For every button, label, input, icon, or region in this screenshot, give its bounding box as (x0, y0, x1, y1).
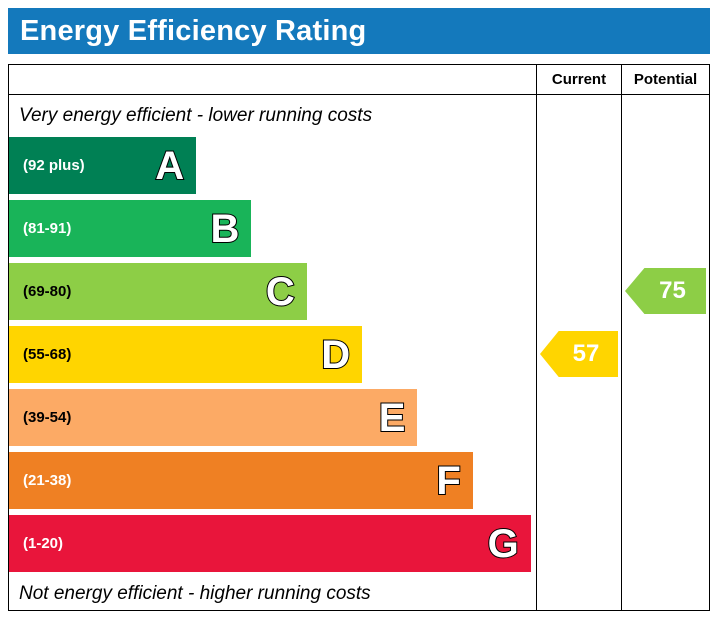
band-range-label-d: (55-68) (23, 346, 72, 363)
band-row-a: (92 plus) A (9, 137, 536, 194)
band-letter-e: E (378, 395, 407, 440)
bands-column: Very energy efficient - lower running co… (9, 95, 536, 610)
band-row-d: (55-68) D (9, 326, 536, 383)
band-range-label-e: (39-54) (23, 409, 72, 426)
band-range-label-a: (92 plus) (23, 157, 85, 174)
band-letter-c: C (265, 269, 296, 314)
potential-rating-column: 75 (621, 95, 709, 610)
band-bar-a: (92 plus) A (9, 137, 197, 194)
band-letter-b: B (210, 206, 241, 251)
bottom-note: Not energy efficient - higher running co… (19, 583, 371, 604)
header-blank-cell (9, 65, 536, 95)
band-bar-b: (81-91) B (9, 200, 252, 257)
energy-rating-table: Current Potential Very energy efficient … (8, 64, 710, 611)
band-bar-d: (55-68) D (9, 326, 363, 383)
band-range-label-b: (81-91) (23, 220, 72, 237)
title-banner: Energy Efficiency Rating (8, 8, 710, 54)
band-row-f: (21-38) F (9, 452, 536, 509)
band-letter-f: F (435, 458, 461, 503)
page-title: Energy Efficiency Rating (20, 14, 367, 47)
current-rating-arrow: 57 (540, 331, 618, 377)
band-letter-d: D (320, 332, 351, 377)
band-bar-c: (69-80) C (9, 263, 307, 320)
band-range-label-f: (21-38) (23, 472, 72, 489)
column-header-potential: Potential (621, 65, 709, 95)
band-row-c: (69-80) C (9, 263, 536, 320)
band-bar-e: (39-54) E (9, 389, 418, 446)
band-bar-g: (1-20) G (9, 515, 531, 572)
current-rating-value: 57 (572, 340, 600, 367)
top-note: Very energy efficient - lower running co… (19, 105, 373, 126)
band-range-label-g: (1-20) (23, 535, 64, 552)
band-row-e: (39-54) E (9, 389, 536, 446)
potential-rating-arrow: 75 (625, 268, 706, 314)
band-range-label-c: (69-80) (23, 283, 72, 300)
band-letter-g: G (487, 521, 520, 566)
band-row-g: (1-20) G (9, 515, 536, 572)
potential-rating-value: 75 (659, 277, 686, 304)
band-letter-a: A (154, 143, 185, 188)
band-bar-f: (21-38) F (9, 452, 473, 509)
column-header-current: Current (536, 65, 621, 95)
band-row-b: (81-91) B (9, 200, 536, 257)
current-rating-column: 57 (536, 95, 621, 610)
